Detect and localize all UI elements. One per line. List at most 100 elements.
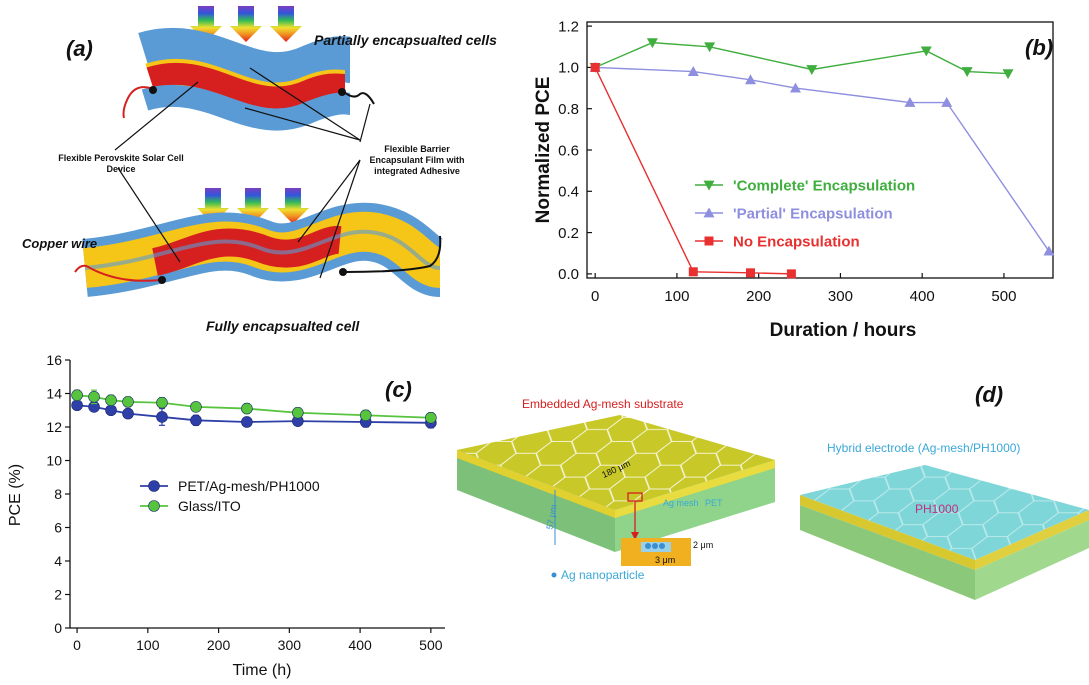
y-tick-label: 14	[46, 385, 62, 401]
series-line	[76, 404, 431, 424]
data-point	[789, 82, 801, 93]
data-point	[1002, 69, 1014, 80]
y-tick-label: 4	[54, 553, 62, 569]
chart-c-xlabel: Time (h)	[233, 662, 292, 679]
x-tick-label: 400	[348, 637, 372, 653]
series-line	[76, 394, 431, 419]
data-point	[961, 67, 973, 78]
panel-d: (d) Embedded Ag-mesh substrate Hybrid el…	[455, 370, 1089, 680]
barrier-label: Flexible Barrier Encapsulant Film with i…	[369, 144, 465, 176]
encapsulation-diagram	[74, 6, 447, 297]
data-point	[190, 414, 202, 427]
data-point	[746, 268, 756, 278]
data-point	[786, 269, 796, 279]
data-point	[646, 38, 658, 49]
y-tick-label: 1.0	[558, 60, 579, 77]
top-caption: Partially encapsualted cells	[314, 32, 497, 48]
y-tick-label: 0.2	[558, 225, 579, 242]
data-point	[156, 396, 168, 409]
series-line	[594, 41, 1009, 75]
chart-b-xlabel: Duration / hours	[770, 320, 917, 341]
y-tick-label: 0.6	[558, 142, 579, 159]
legend: PET/Ag-mesh/PH1000 Glass/ITO	[140, 478, 320, 514]
right-title: Hybrid electrode (Ag-mesh/PH1000)	[827, 441, 1021, 455]
chart-b-panel-label: (b)	[1025, 35, 1053, 60]
data-point	[71, 399, 83, 412]
data-point	[425, 411, 437, 424]
series-2	[590, 62, 796, 279]
data-point	[1043, 245, 1055, 256]
data-point	[806, 65, 818, 75]
legend-label: 'Complete' Encapsulation	[733, 177, 915, 194]
pet-label: PET	[705, 498, 723, 508]
chart-b-ylabel: Normalized PCE	[533, 77, 554, 224]
x-tick-label: 0	[591, 288, 599, 305]
data-point	[122, 407, 134, 420]
x-tick-label: 0	[73, 637, 81, 653]
data-point	[71, 389, 83, 401]
y-tick-label: 0.8	[558, 101, 579, 118]
data-point	[941, 97, 953, 107]
series-1	[589, 61, 1055, 256]
x-tick-label: 200	[207, 637, 231, 653]
data-point	[590, 62, 600, 72]
embedded-ag-mesh-substrate	[457, 415, 775, 578]
panel-b: Normalized PCE Duration / hours (b) 0 100…	[525, 0, 1089, 345]
x-tick-label: 100	[664, 288, 689, 305]
data-point	[359, 409, 372, 422]
ag-mesh-label: Ag mesh	[663, 498, 699, 508]
legend-label: No Encapsulation	[733, 233, 860, 250]
bottom-caption: Fully encapsualted cell	[206, 318, 360, 334]
data-point	[105, 394, 117, 407]
wire-label: Copper wire	[22, 236, 98, 251]
x-tick-label: 200	[746, 288, 771, 305]
x-tick-label: 500	[419, 637, 443, 653]
y-tick-label: 6	[54, 519, 62, 535]
y-tick-label: 16	[46, 352, 62, 368]
data-point	[88, 391, 100, 403]
x-tick-label: 100	[136, 637, 160, 653]
legend-marker	[148, 500, 160, 512]
legend-marker	[703, 180, 715, 191]
panel-a: (a) Partially encapsualted cells Flexibl…	[0, 0, 520, 340]
series-line	[594, 67, 792, 275]
chart-c-ylabel: PCE (%)	[7, 464, 24, 526]
legend-marker	[148, 480, 160, 492]
plot-area: 0 100 200 300 400 500 0 2 4 6 8 10 12 14 16 PET/Ag-mesh…	[46, 352, 445, 653]
y-tick-label: 12	[46, 419, 62, 435]
legend-marker	[704, 236, 714, 246]
ph1000-label: PH1000	[915, 502, 959, 516]
legend-label: Glass/ITO	[178, 498, 241, 514]
panel-c: PCE (%) Time (h) (c) 0 100 200 300 400 500 0 2 4…	[0, 345, 460, 680]
panel-a-label: (a)	[66, 36, 93, 61]
plot-area: 0 100 200 300 400 500 0.0 0.2 0.4 0.6 0.8 1.0 1.2 'Co…	[558, 18, 1055, 305]
partially-encapsulated-cell	[122, 27, 375, 131]
y-tick-label: 0	[54, 620, 62, 636]
data-point	[745, 74, 757, 85]
chart-c: PCE (%) Time (h) (c) 0 100 200 300 400 500 0 2 4…	[7, 352, 445, 679]
data-point	[190, 401, 202, 413]
series-1	[71, 389, 437, 424]
chart-b: Normalized PCE Duration / hours (b) 0 100…	[533, 18, 1055, 341]
annotation-lines	[114, 67, 371, 279]
data-point	[704, 42, 716, 53]
inset-width: 3 μm	[655, 555, 676, 565]
data-point	[241, 402, 253, 415]
chart-c-panel-label: (c)	[385, 377, 412, 402]
y-tick-label: 10	[46, 452, 62, 468]
y-tick-label: 0.0	[558, 266, 579, 283]
legend-label: 'Partial' Encapsulation	[733, 205, 893, 222]
device-label: Flexible Perovskite Solar Cell Device	[58, 153, 184, 174]
x-tick-label: 500	[991, 288, 1016, 305]
data-point	[156, 411, 168, 423]
data-point	[920, 46, 932, 57]
legend-marker	[703, 207, 715, 218]
data-point	[687, 66, 699, 76]
y-tick-label: 0.4	[558, 184, 579, 201]
x-tick-label: 300	[828, 288, 853, 305]
y-tick-label: 8	[54, 486, 62, 502]
fully-encapsulated-cell	[74, 202, 447, 297]
series-0	[589, 38, 1014, 80]
panel-d-label: (d)	[975, 382, 1004, 407]
hybrid-electrode	[800, 465, 1089, 600]
